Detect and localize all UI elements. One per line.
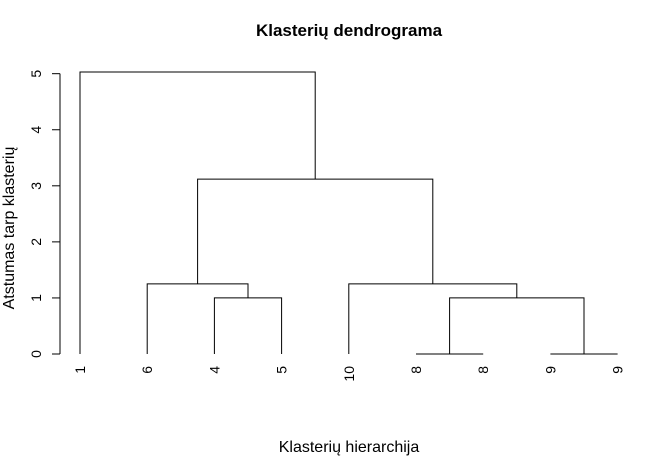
y-axis-ticks: 0 1 2 3 4 5 (28, 70, 60, 358)
merge-link-1 (146, 283, 249, 354)
y-tick-label-2: 2 (28, 238, 44, 246)
y-tick-label-0: 0 (28, 350, 44, 358)
merge-link-5 (348, 283, 518, 354)
merge-link-4 (449, 297, 585, 354)
leaf-label-2: 4 (206, 366, 222, 374)
leaf-label-3: 5 (274, 366, 290, 374)
y-tick-label-4: 4 (28, 126, 44, 134)
merge-link-6 (197, 178, 434, 284)
x-axis-label: Klasterių hierarchija (279, 439, 420, 456)
y-axis-label: Atstumas tarp klasterių (1, 147, 18, 310)
leaf-label-6: 8 (475, 366, 491, 374)
merge-link-7 (79, 71, 316, 354)
leaf-labels: 1 6 4 5 10 8 8 9 9 (72, 366, 626, 382)
leaf-label-0: 1 (72, 366, 88, 374)
y-tick-label-3: 3 (28, 182, 44, 190)
dendrogram-links (79, 71, 618, 355)
merge-link-0 (213, 297, 283, 354)
leaf-label-7: 9 (542, 366, 558, 374)
leaf-label-1: 6 (139, 366, 155, 374)
leaf-label-5: 8 (408, 366, 424, 374)
y-tick-label-5: 5 (28, 70, 44, 78)
leaf-label-8: 9 (610, 366, 626, 374)
leaf-label-4: 10 (341, 366, 357, 382)
chart-title: Klasterių dendrograma (256, 21, 443, 40)
y-tick-label-1: 1 (28, 294, 44, 302)
